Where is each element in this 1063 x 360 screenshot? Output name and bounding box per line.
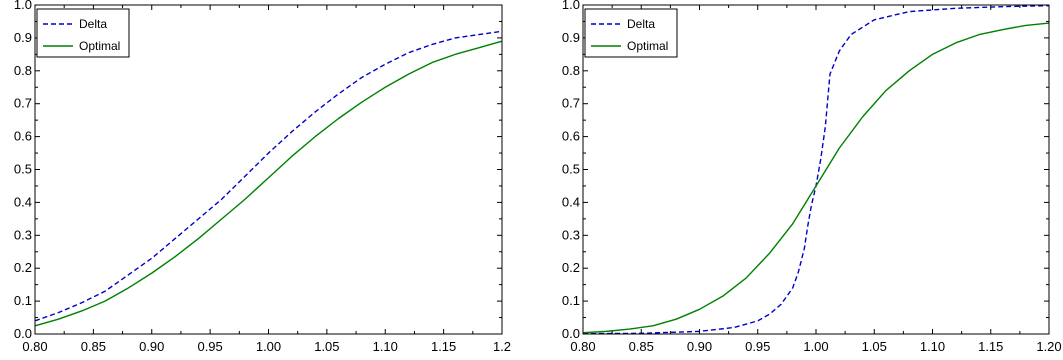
- y-tick-label: 0.5: [14, 162, 32, 177]
- x-tick-label: 0.90: [139, 339, 164, 354]
- x-tick-label: 1.10: [920, 339, 945, 354]
- y-tick-label: 0.7: [14, 96, 32, 111]
- x-tick-label: 1.05: [862, 339, 887, 354]
- y-tick-label: 0.1: [14, 293, 32, 308]
- y-tick-label: 1.0: [562, 0, 580, 12]
- x-tick-label: 0.95: [745, 339, 770, 354]
- legend-label-optimal: Optimal: [627, 39, 668, 53]
- y-tick-label: 0.7: [562, 96, 580, 111]
- x-tick-label: 0.80: [570, 339, 595, 354]
- legend-label-optimal: Optimal: [79, 39, 120, 53]
- y-tick-label: 0.6: [14, 129, 32, 144]
- y-tick-label: 0.9: [562, 30, 580, 45]
- chart-panel-1: 0.80 0.85 0.90 0.95 1.00 1.05 1.10 1.15 1.2 0.0 0.…: [14, 0, 511, 354]
- legend: Delta Optimal: [584, 8, 678, 58]
- y-tick-label: 0.6: [562, 129, 580, 144]
- legend-box: [584, 8, 678, 58]
- y-tick-label: 0.2: [562, 260, 580, 275]
- y-tick-label: 0.8: [562, 63, 580, 78]
- chart-panel-2: 0.80 0.85 0.90 0.95 1.00 1.05 1.10 1.15 1.20 0.0 0…: [562, 0, 1062, 354]
- x-tick-label: 1.05: [314, 339, 339, 354]
- y-tick-label: 0.2: [14, 260, 32, 275]
- x-tick-label: 0.90: [687, 339, 712, 354]
- x-tick-label: 1.00: [256, 339, 281, 354]
- y-tick-label: 0.8: [14, 63, 32, 78]
- legend-label-delta: Delta: [79, 17, 107, 31]
- y-tick-label: 0.3: [14, 227, 32, 242]
- x-tick-label: 1.2: [493, 339, 511, 354]
- y-tick-label: 0.1: [562, 293, 580, 308]
- x-tick-label: 1.15: [431, 339, 456, 354]
- y-tick-label: 0.0: [562, 326, 580, 341]
- x-tick-label: 0.85: [629, 339, 654, 354]
- legend-box: [36, 8, 130, 58]
- series-line-delta: [34, 30, 503, 322]
- x-tick-label: 1.10: [373, 339, 398, 354]
- y-tick-label: 0.4: [562, 194, 580, 209]
- legend-label-delta: Delta: [627, 17, 655, 31]
- series-line-optimal: [34, 40, 503, 327]
- y-tick-label: 0.5: [562, 162, 580, 177]
- x-tick-label: 0.80: [22, 339, 47, 354]
- y-tick-label: 0.9: [14, 30, 32, 45]
- x-tick-label: 1.00: [803, 339, 828, 354]
- y-tick-label: 0.3: [562, 227, 580, 242]
- x-tick-label: 0.95: [197, 339, 222, 354]
- x-tick-label: 0.85: [81, 339, 106, 354]
- x-tick-label: 1.20: [1036, 339, 1061, 354]
- y-tick-label: 0.4: [14, 194, 32, 209]
- y-tick-label: 1.0: [14, 0, 32, 12]
- series-line-optimal: [582, 22, 1050, 334]
- x-tick-label: 1.15: [978, 339, 1003, 354]
- y-tick-label: 0.0: [14, 326, 32, 341]
- legend: Delta Optimal: [36, 8, 130, 58]
